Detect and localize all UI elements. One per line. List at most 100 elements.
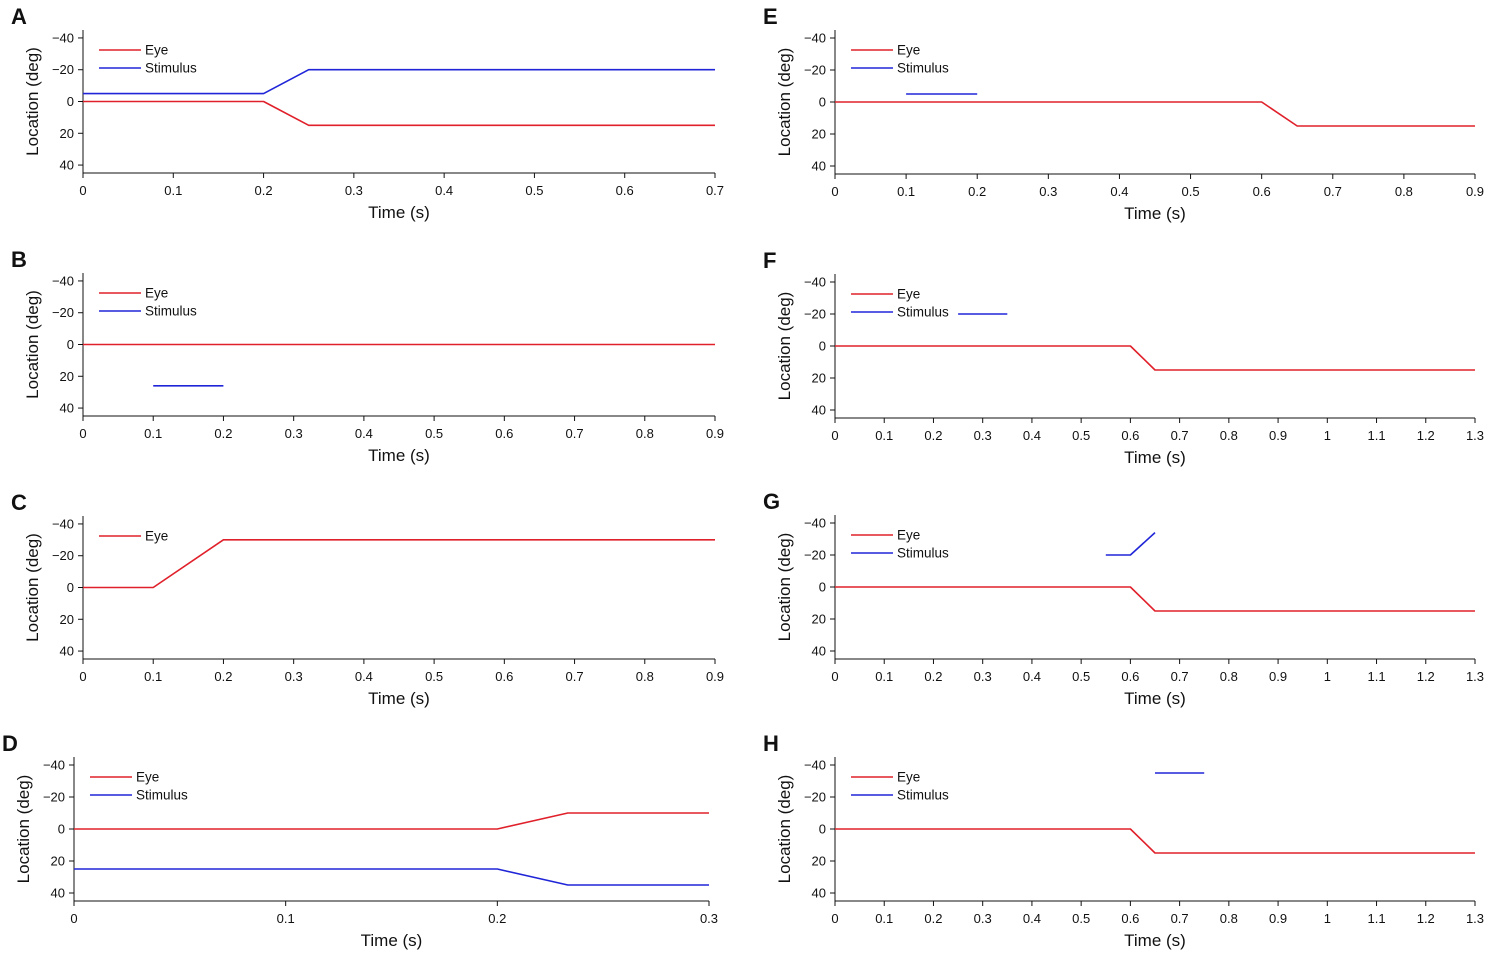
x-tick-label: 0.7 (566, 669, 584, 684)
legend-label-eye: Eye (145, 286, 168, 301)
x-tick-label: 0.8 (636, 669, 654, 684)
x-tick-label: 0.2 (924, 428, 942, 443)
x-tick-label: 0.3 (700, 911, 718, 926)
x-tick-label: 0.6 (1253, 184, 1271, 199)
panel-d: D −40 −20 0 20 40 0 0.1 0.2 0.3 Time (s) Location (… (2, 731, 718, 950)
x-axis-label: Time (s) (1124, 931, 1186, 950)
x-tick-label: 0.8 (1220, 428, 1238, 443)
series-line-stimulus (74, 868, 709, 886)
x-axis-label: Time (s) (368, 203, 430, 222)
panel-letter-a: A (11, 4, 27, 29)
x-tick-label: 0.2 (214, 669, 232, 684)
x-tick-label: 0.1 (144, 669, 162, 684)
legend-label-eye: Eye (136, 770, 159, 785)
x-tick-label: 0.1 (875, 911, 893, 926)
y-tick-label: 0 (67, 94, 74, 109)
x-tick-label: 0.6 (495, 426, 513, 441)
y-tick-label: −20 (804, 790, 826, 805)
series-line-eye (83, 100, 715, 127)
x-tick-label: 0.7 (1324, 184, 1342, 199)
x-tick-label: 0.3 (974, 669, 992, 684)
x-tick-label: 1.1 (1367, 911, 1385, 926)
y-axis-label: Location (deg) (23, 533, 42, 642)
y-tick-label: −20 (804, 548, 826, 563)
series-line-eye (835, 828, 1475, 854)
y-tick-label: 40 (60, 644, 74, 659)
x-tick-label: 0 (831, 911, 838, 926)
x-tick-label: 0.6 (495, 669, 513, 684)
panel-letter-c: C (11, 490, 27, 515)
legend-label-eye: Eye (897, 528, 920, 543)
y-tick-label: 40 (60, 158, 74, 173)
x-tick-label: 0.9 (706, 426, 724, 441)
y-tick-label: −20 (804, 63, 826, 78)
x-tick-label: 0.2 (255, 183, 273, 198)
x-tick-label: 1.3 (1466, 669, 1484, 684)
y-tick-label: 40 (812, 644, 826, 659)
panel-h: H −40 −20 0 20 40 0 0.1 0.2 0.3 0.4 0.5 0.6 0.7 0.8 0.9… (763, 731, 1484, 950)
legend-label-eye: Eye (145, 43, 168, 58)
y-tick-label: 20 (812, 371, 826, 386)
series-line-stimulus (1105, 532, 1156, 556)
y-tick-label: 40 (812, 886, 826, 901)
x-tick-label: 1.1 (1367, 428, 1385, 443)
legend-label-eye: Eye (897, 287, 920, 302)
y-tick-label: −40 (804, 516, 826, 531)
x-tick-label: 0.8 (1220, 669, 1238, 684)
x-axis-label: Time (s) (1124, 204, 1186, 223)
y-tick-label: 40 (60, 401, 74, 416)
x-tick-label: 0 (79, 426, 86, 441)
panel-f: F −40 −20 0 20 40 0 0.1 0.2 0.3 0.4 0.5 0.6 0.7 0.8 0.9… (763, 248, 1484, 467)
x-tick-label: 0.5 (1072, 669, 1090, 684)
y-axis-label: Location (deg) (775, 533, 794, 642)
x-tick-label: 0.3 (285, 426, 303, 441)
x-tick-label: 0.1 (897, 184, 915, 199)
y-tick-label: 20 (60, 612, 74, 627)
y-tick-label: −40 (52, 273, 74, 288)
x-tick-label: 0.7 (1171, 911, 1189, 926)
x-tick-label: 0.3 (1039, 184, 1057, 199)
y-tick-label: −20 (52, 62, 74, 77)
x-tick-label: 0.9 (1269, 911, 1287, 926)
x-tick-label: 1 (1324, 428, 1331, 443)
x-tick-label: 1.1 (1367, 669, 1385, 684)
x-tick-label: 0.6 (1121, 911, 1139, 926)
x-tick-label: 0.5 (425, 669, 443, 684)
y-tick-label: −20 (52, 305, 74, 320)
x-tick-label: 0.9 (706, 669, 724, 684)
y-tick-label: −20 (804, 307, 826, 322)
x-tick-label: 0.5 (1182, 184, 1200, 199)
y-axis-label: Location (deg) (775, 775, 794, 884)
y-tick-label: −20 (43, 790, 65, 805)
x-tick-label: 0.3 (974, 428, 992, 443)
x-tick-label: 0.5 (525, 183, 543, 198)
legend-label-stimulus: Stimulus (897, 546, 949, 561)
legend-label-eye: Eye (897, 43, 920, 58)
y-tick-label: 20 (812, 127, 826, 142)
x-tick-label: 0.4 (1023, 428, 1041, 443)
panel-letter-h: H (763, 731, 779, 756)
x-tick-label: 0.4 (435, 183, 453, 198)
y-axis-label: Location (deg) (775, 292, 794, 401)
x-tick-label: 0 (831, 428, 838, 443)
y-tick-label: 0 (819, 339, 826, 354)
y-tick-label: −40 (804, 31, 826, 46)
y-tick-label: 40 (812, 159, 826, 174)
x-tick-label: 0.2 (924, 669, 942, 684)
series-line-eye (835, 345, 1475, 371)
x-tick-label: 1.2 (1417, 428, 1435, 443)
x-tick-label: 0.1 (277, 911, 295, 926)
y-tick-label: −40 (804, 275, 826, 290)
y-axis-label: Location (deg) (23, 47, 42, 156)
x-tick-label: 0.2 (488, 911, 506, 926)
x-tick-label: 0.7 (1171, 669, 1189, 684)
panel-letter-e: E (763, 4, 778, 29)
y-axis-label: Location (deg) (775, 48, 794, 157)
x-tick-label: 0.8 (1220, 911, 1238, 926)
y-tick-label: 0 (67, 337, 74, 352)
y-tick-label: 20 (812, 612, 826, 627)
legend-label-stimulus: Stimulus (145, 304, 197, 319)
panel-a: A −40 −20 0 20 40 0 0.1 0.2 0.3 0.4 0.5 0.6 0.7 Time (… (11, 4, 724, 222)
x-tick-label: 0.5 (425, 426, 443, 441)
